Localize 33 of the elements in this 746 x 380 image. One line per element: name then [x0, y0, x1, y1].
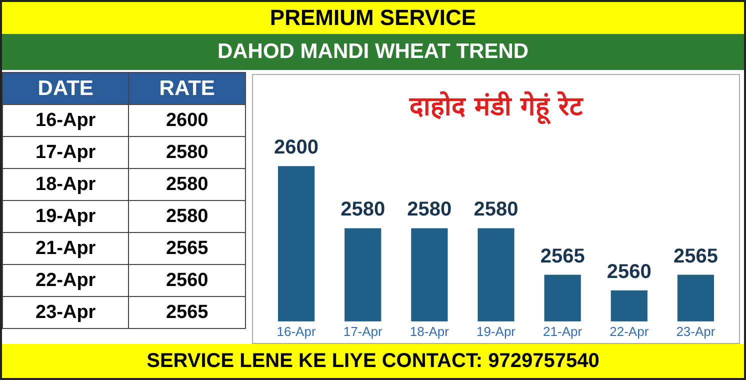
x-tick-label: 16-Apr — [276, 324, 316, 339]
data-label: 2565 — [540, 245, 585, 268]
data-label: 2580 — [128, 168, 246, 200]
data-label: 2565 — [673, 245, 718, 268]
data-label: 2580 — [407, 198, 452, 221]
heading-banner: DAHOD MANDI WHEAT TREND — [2, 34, 744, 70]
category-label: 22-Apr — [2, 264, 129, 296]
data-label: 2580 — [128, 136, 246, 168]
data-label: 2565 — [128, 296, 246, 328]
x-tick-label: 21-Apr — [543, 324, 583, 339]
chart-title: दाहोद मंडी गेहूं रेट — [408, 90, 584, 123]
category-label: 19-Apr — [2, 200, 129, 232]
data-label: 2565 — [128, 232, 246, 264]
data-label: 2560 — [606, 260, 652, 283]
x-tick-label: 19-Apr — [476, 324, 516, 339]
text: DATE — [2, 72, 129, 104]
data-label: 2560 — [128, 264, 246, 296]
top-banner: PREMIUM SERVICE — [2, 2, 744, 34]
category-label: 16-Apr — [2, 104, 129, 136]
data-label: 2580 — [474, 198, 518, 221]
data-label: 2580 — [340, 198, 386, 221]
category-label: 18-Apr — [2, 168, 129, 200]
bottom-banner: SERVICE LENE KE LIYE CONTACT: 9729757540 — [2, 344, 744, 378]
text: RATE — [128, 72, 246, 104]
data-label: 2580 — [128, 200, 246, 232]
category-label: 17-Apr — [2, 136, 129, 168]
data-label: 2600 — [128, 104, 246, 136]
category-label: 21-Apr — [2, 232, 129, 264]
x-tick-label: 18-Apr — [410, 324, 450, 339]
x-tick-label: 22-Apr — [610, 324, 650, 339]
data-label: 2600 — [274, 136, 319, 159]
x-tick-label: 23-Apr — [676, 324, 716, 339]
x-tick-label: 17-Apr — [343, 324, 384, 339]
